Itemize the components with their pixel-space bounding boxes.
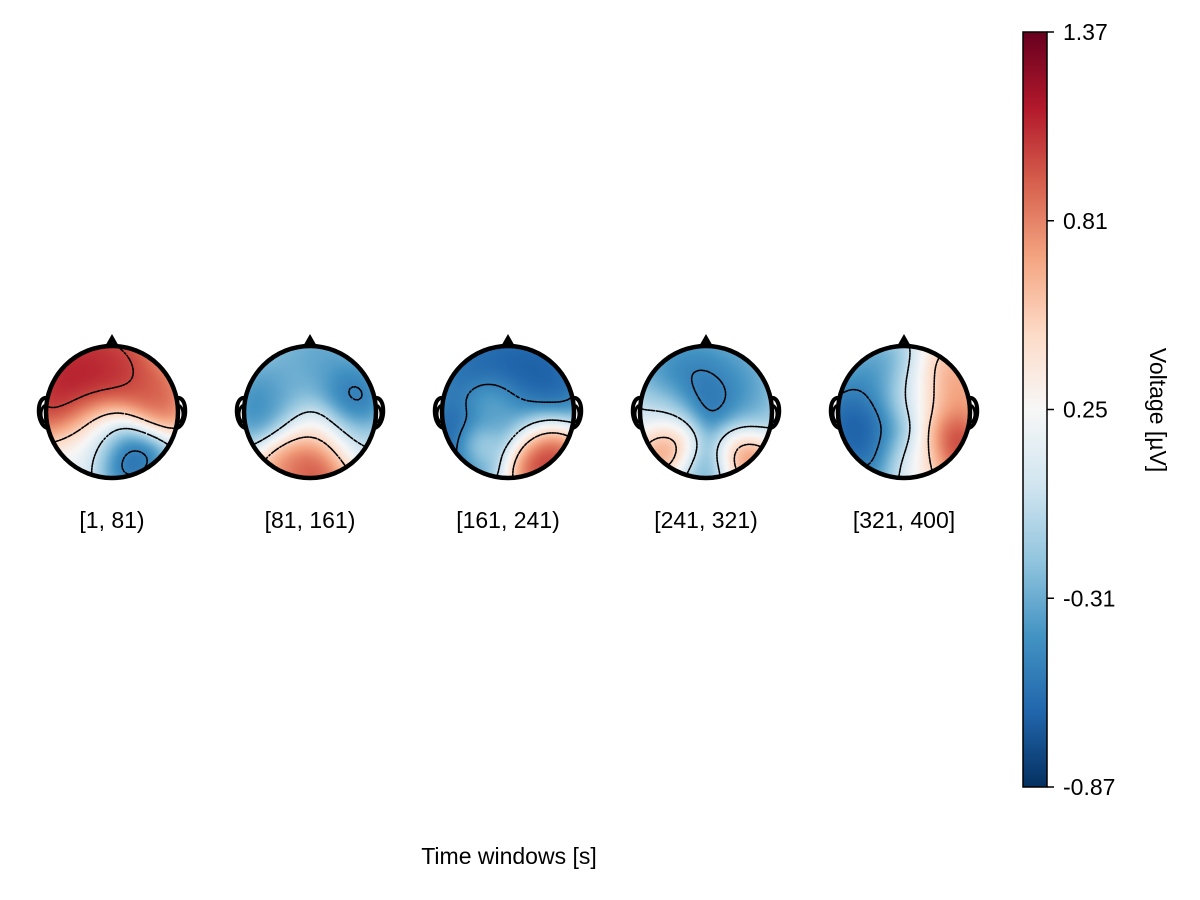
right-ear-inner-shape	[574, 404, 581, 424]
topoplot-1: [1, 81)	[36, 334, 188, 533]
left-ear-shape	[630, 396, 643, 430]
left-ear-shape	[234, 396, 247, 430]
colorbar-tick-label: 1.37	[1063, 19, 1108, 45]
voltage-field	[442, 346, 574, 478]
colorbar-tick-label: 0.81	[1063, 208, 1108, 234]
contour-level	[348, 386, 363, 401]
right-ear-shape	[175, 396, 188, 430]
window-label: [1, 81)	[79, 507, 144, 533]
colorbar-gradient	[1023, 32, 1047, 787]
colorbar-tick-label: -0.31	[1063, 585, 1115, 611]
right-ear-inner-shape	[970, 404, 977, 424]
left-ear-shape	[36, 396, 49, 430]
colorbar-tick-label: 0.25	[1063, 397, 1108, 423]
left-ear-inner-shape	[831, 404, 838, 424]
right-ear-inner-shape	[178, 404, 185, 424]
window-label: [161, 241)	[456, 507, 560, 533]
head-outline	[439, 343, 577, 481]
left-ear-shape	[828, 396, 841, 430]
left-ear-inner-shape	[39, 404, 46, 424]
contour-level	[640, 408, 772, 478]
window-label: [321, 400]	[853, 507, 955, 533]
right-ear-shape	[769, 396, 782, 430]
x-axis-label: Time windows [s]	[421, 843, 597, 869]
voltage-field	[46, 346, 178, 478]
head-outline	[241, 343, 379, 481]
right-ear-inner-shape	[376, 404, 383, 424]
topoplot-4: [241, 321)	[630, 334, 782, 533]
left-ear-inner-shape	[633, 404, 640, 424]
left-ear-inner-shape	[435, 404, 442, 424]
contour-level	[511, 432, 574, 478]
contour-level	[690, 369, 727, 412]
contour-level	[838, 346, 911, 478]
topoplot-3: [161, 241)	[432, 334, 584, 533]
topoplot-5: [321, 400]	[828, 334, 980, 533]
left-ear-inner-shape	[237, 404, 244, 424]
window-label: [241, 321)	[654, 507, 758, 533]
window-label: [81, 161)	[265, 507, 356, 533]
head-outline	[835, 343, 973, 481]
topoplot-2: [81, 161)	[234, 334, 386, 533]
topoplot-series: [1, 81) [81, 161) [161, 241) [241, 321) [321…	[36, 334, 980, 533]
right-ear-inner-shape	[772, 404, 779, 424]
contour-level	[496, 419, 574, 478]
colorbar: -0.87 -0.31 0.25 0.81 1.37 Voltage [µV]	[1022, 19, 1171, 800]
right-ear-shape	[373, 396, 386, 430]
right-ear-shape	[571, 396, 584, 430]
left-ear-shape	[432, 396, 445, 430]
head-outline	[637, 343, 775, 481]
right-ear-shape	[967, 396, 980, 430]
head-outline	[43, 343, 181, 481]
colorbar-tick-label: -0.87	[1063, 774, 1115, 800]
colorbar-label: Voltage [µV]	[1145, 348, 1171, 473]
